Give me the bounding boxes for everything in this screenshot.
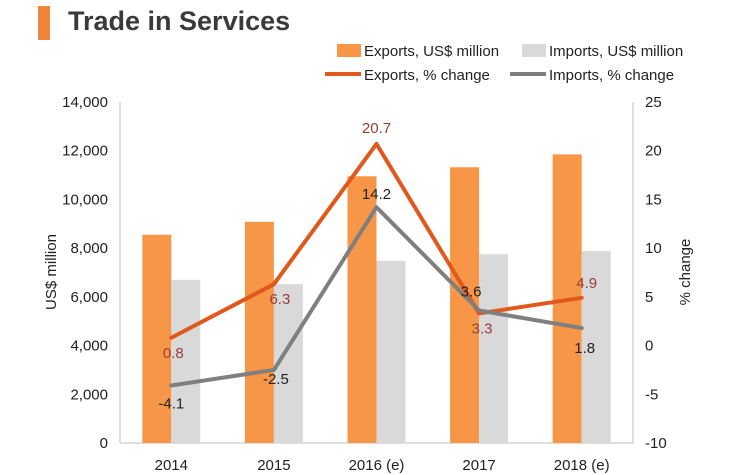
legend-label: Imports, % change [549,67,674,84]
y-tick-label-right: 0 [645,338,653,355]
exports-change-label: 6.3 [269,291,290,308]
y-tick-label-left: 8,000 [70,240,108,257]
legend-imports-bar-swatch [522,44,546,57]
imports-change-label: -4.1 [158,396,184,413]
imports-bar [376,260,406,443]
y-tick-label-right: 15 [645,191,662,208]
imports-change-label: 1.8 [574,340,595,357]
exports-bar [244,221,274,443]
y-tick-label-left: 0 [100,435,108,452]
y-tick-label-right: 20 [645,143,662,160]
exports-change-label: 3.3 [472,320,493,337]
exports-bar [347,176,377,443]
x-tick-label: 2015 [257,457,290,474]
x-tick-label: 2018 (e) [554,457,610,474]
y-tick-label-left: 10,000 [62,191,108,208]
exports-change-label: 0.8 [163,345,184,362]
y-tick-label-left: 2,000 [70,386,108,403]
title-accent-bar [38,6,50,40]
imports-change-label: 14.2 [362,186,391,203]
imports-bar [171,279,201,443]
y-axis-title-right: % change [677,239,694,306]
exports-change-label: 20.7 [362,120,391,137]
y-tick-label-left: 14,000 [62,94,108,111]
y-axis-title-left: US$ million [43,234,60,310]
legend-label: Exports, US$ million [364,43,499,60]
exports-change-label: 4.9 [576,275,597,292]
y-tick-label-left: 4,000 [70,338,108,355]
x-tick-label: 2014 [155,457,188,474]
y-tick-label-right: -5 [645,386,658,403]
x-tick-label: 2016 (e) [349,457,405,474]
x-tick-label: 2017 [462,457,495,474]
legend-label: Exports, % change [364,67,490,84]
y-tick-label-right: 10 [645,240,662,257]
legend-label: Imports, US$ million [549,43,683,60]
y-tick-label-left: 12,000 [62,143,108,160]
y-tick-label-left: 6,000 [70,289,108,306]
imports-change-label: -2.5 [263,371,289,388]
legend-exports-bar-swatch [337,44,361,57]
imports-change-label: 3.6 [461,283,482,300]
y-tick-label-right: 5 [645,289,653,306]
imports-bar [581,251,611,443]
y-tick-label-right: -10 [645,435,667,452]
chart-title: Trade in Services [68,6,291,36]
exports-change-line [169,141,584,340]
imports-bar [479,254,509,443]
imports-change-line [169,205,584,388]
exports-bar [142,234,172,443]
y-tick-label-right: 25 [645,94,662,111]
